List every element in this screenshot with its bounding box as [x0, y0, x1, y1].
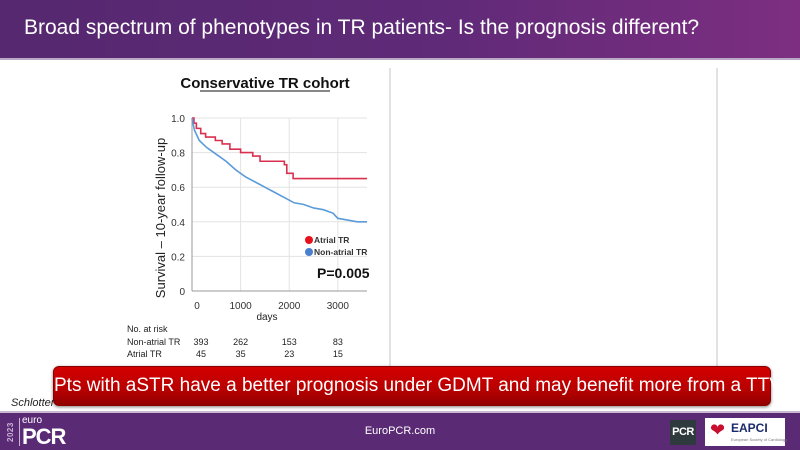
- citation: Schlotter: [11, 397, 55, 409]
- panel-divider-right: [716, 68, 718, 368]
- risk-table-cell: 83: [333, 337, 343, 347]
- y-axis-label: Survival – 10-year follow-up: [153, 138, 168, 298]
- legend-marker-atrial: [305, 236, 313, 244]
- risk-table-cell: 45: [196, 349, 206, 359]
- heart-icon: ❤: [710, 420, 726, 440]
- eapci-subtitle: European Society of Cardiology: [731, 437, 788, 442]
- legend-label-non-atrial: Non-atrial TR: [314, 247, 367, 257]
- europcr-logo: PCR: [22, 424, 66, 449]
- risk-table-row-label: Non-atrial TR: [127, 337, 181, 347]
- chart-grid: [191, 117, 367, 292]
- chart-legend: Atrial TR Non-atrial TR: [305, 235, 367, 257]
- x-tick-label: 1000: [229, 301, 252, 312]
- risk-table-label: No. at risk: [127, 324, 168, 334]
- risk-table: No. at risk Non-atrial TR 393 262 153 83 Atri…: [127, 324, 343, 359]
- chart-title: Conservative TR cohort: [180, 75, 349, 92]
- logo-separator: [19, 418, 20, 446]
- risk-table-cell: 35: [236, 349, 246, 359]
- key-message-text: Pts with aSTR have a better prognosis un…: [54, 375, 788, 396]
- x-tick-label: 0: [194, 301, 200, 312]
- header-divider: [0, 58, 800, 60]
- y-tick-label: 0.2: [171, 252, 185, 263]
- survival-chart: Conservative TR cohort 00.20.40.60.81.0 …: [127, 75, 370, 359]
- pcr-badge-logo: PCR: [670, 420, 696, 445]
- slide-header: Broad spectrum of phenotypes in TR patie…: [0, 0, 800, 58]
- eapci-logo: ❤ EAPCI European Society of Cardiology: [705, 418, 788, 446]
- x-tick-label: 3000: [327, 301, 350, 312]
- slide-footer: [0, 413, 800, 450]
- y-tick-label: 0.8: [171, 149, 185, 160]
- x-axis-label: days: [256, 312, 277, 323]
- legend-label-atrial: Atrial TR: [314, 235, 349, 245]
- eapci-label: EAPCI: [731, 421, 768, 435]
- footer-divider: [0, 411, 800, 413]
- y-axis-ticks: 0 0.2 0.4 0.6 0.8 1.0: [171, 114, 185, 298]
- panel-divider-left: [389, 68, 391, 368]
- x-axis-ticks: 0 1000 2000 3000: [194, 301, 349, 312]
- risk-table-cell: 23: [284, 349, 294, 359]
- legend-marker-non-atrial: [305, 248, 313, 256]
- footer-url-link[interactable]: EuroPCR.com: [364, 425, 436, 437]
- key-message-callout: Pts with aSTR have a better prognosis un…: [53, 366, 788, 406]
- y-tick-label: 0.6: [171, 183, 185, 194]
- chart-series: [191, 117, 367, 223]
- risk-table-row-label: Atrial TR: [127, 349, 162, 359]
- series-line-non-atrial-tr: [191, 117, 367, 223]
- risk-table-cell: 153: [282, 337, 297, 347]
- series-line-atrial-tr: [192, 117, 367, 180]
- risk-table-cell: 393: [193, 337, 208, 347]
- y-tick-label: 0: [179, 287, 185, 298]
- risk-table-cell: 15: [333, 349, 343, 359]
- x-tick-label: 2000: [278, 301, 301, 312]
- p-value-annotation: P=0.005: [317, 265, 370, 281]
- logo-euro-text: euro: [22, 415, 43, 426]
- y-tick-label: 0.4: [171, 218, 185, 229]
- slide-title: Broad spectrum of phenotypes in TR patie…: [24, 16, 700, 39]
- risk-table-cell: 262: [233, 337, 248, 347]
- y-tick-label: 1.0: [171, 114, 185, 125]
